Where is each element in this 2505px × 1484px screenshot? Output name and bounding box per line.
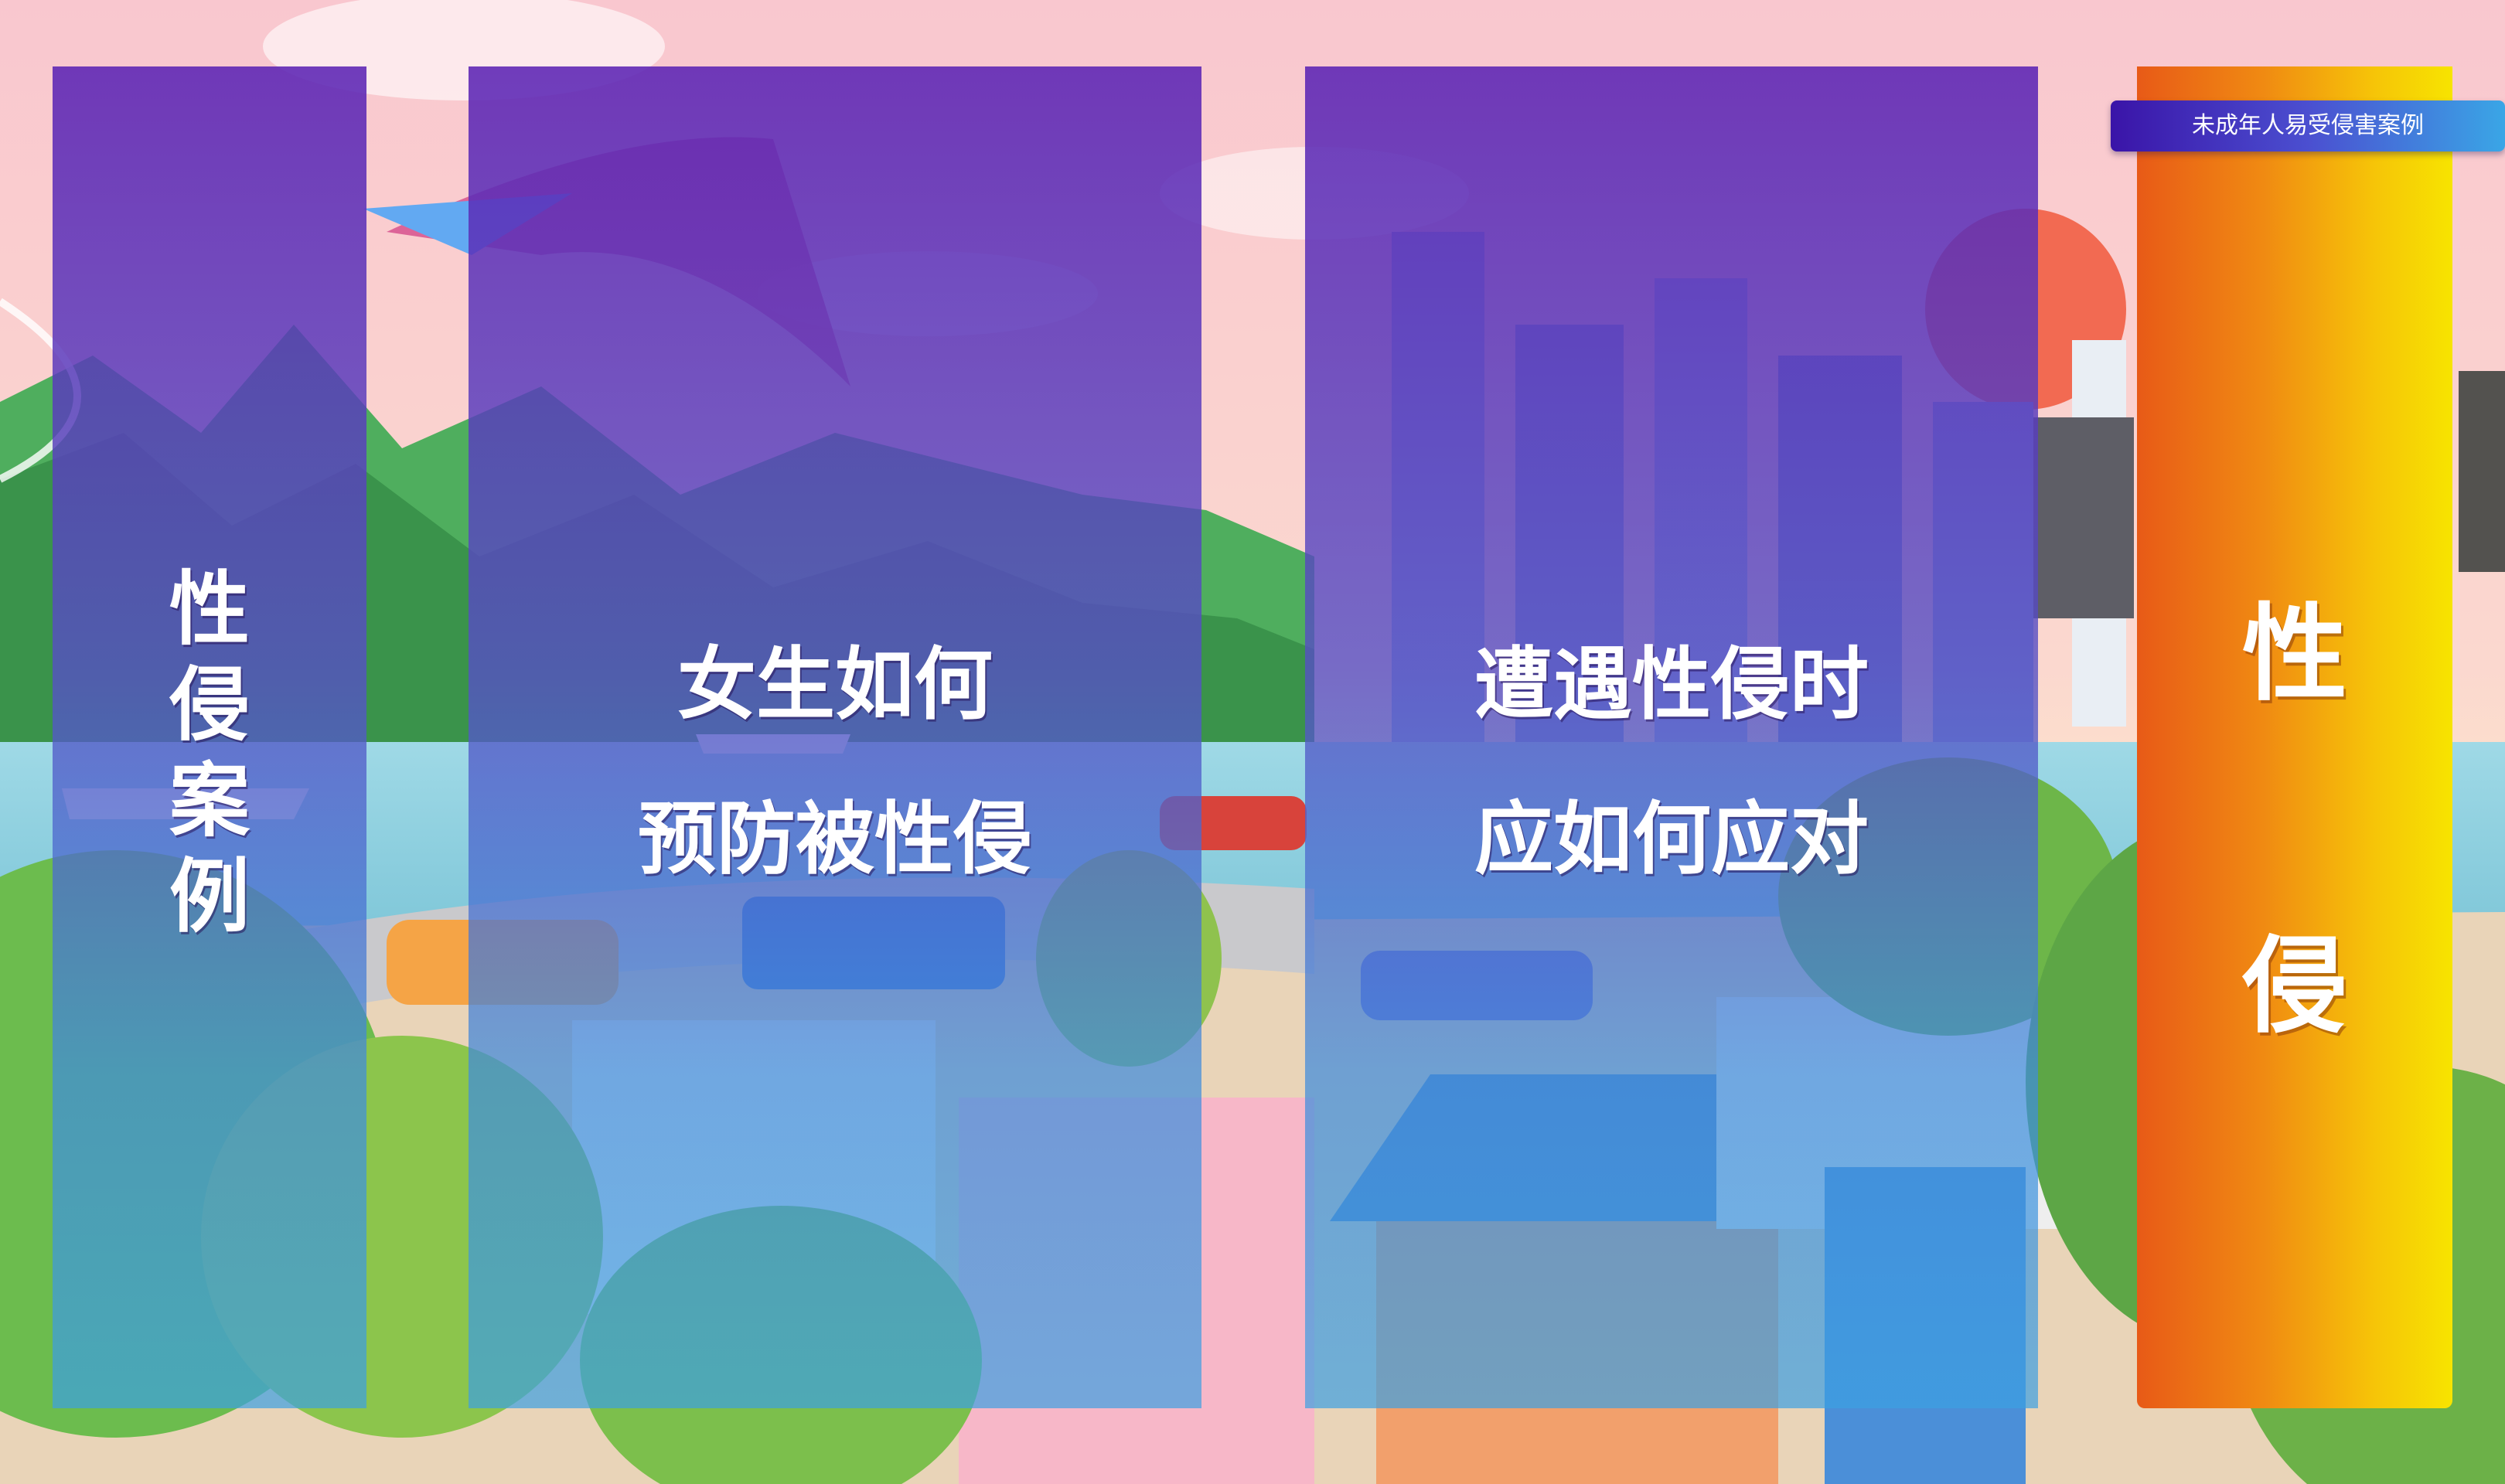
- banner-character-1: 性: [2242, 594, 2347, 716]
- section-banner-sexual-assault[interactable]: 性 侵: [2137, 66, 2452, 1408]
- panel-title-vertical: 性侵案例: [169, 562, 250, 944]
- section-label-tag: 未成年人易受侵害案例: [2111, 100, 2505, 151]
- case-panel-response[interactable]: 遭遇性侵时 应如何应对: [1305, 66, 2038, 1408]
- panel-title-line-1: 遭遇性侵时: [1474, 639, 1869, 731]
- panel-title-line-1: 女生如何: [677, 639, 993, 731]
- panel-title-line-2: 应如何应对: [1474, 794, 1869, 886]
- panel-title-line-2: 预防被性侵: [638, 794, 1032, 886]
- case-panel-sexual-assault-cases[interactable]: 性侵案例: [53, 66, 366, 1408]
- case-panel-prevention[interactable]: 女生如何 预防被性侵: [469, 66, 1201, 1408]
- banner-character-2: 侵: [2242, 926, 2347, 1048]
